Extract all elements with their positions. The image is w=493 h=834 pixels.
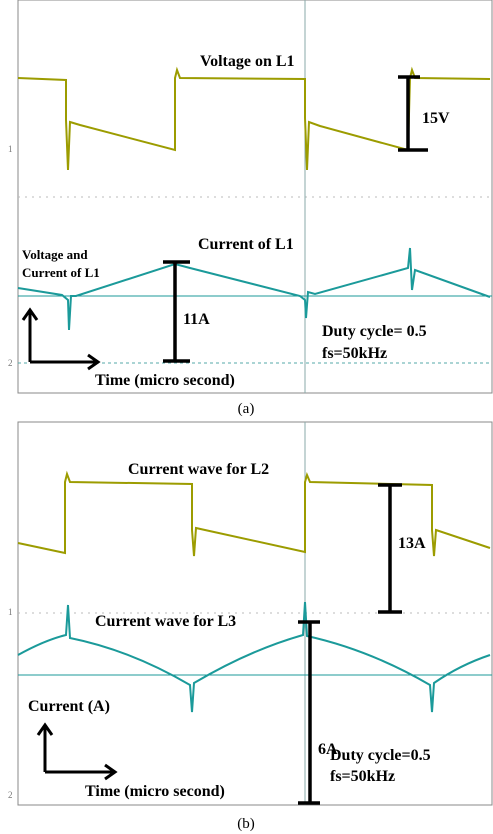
duty-label: Duty cycle=0.5 [330,747,431,764]
duty-label: Duty cycle= 0.5 [322,323,427,340]
title: Voltage on L1 [200,53,295,70]
measure-label: 13A [398,535,426,552]
channel-marker: 2 [8,358,13,368]
freq-label: fs=50kHz [322,345,387,362]
measure-label: 15V [422,110,450,127]
channel-marker: 1 [8,144,13,154]
axis-label: Current of L1 [22,265,100,280]
title: Current wave for L3 [95,613,236,630]
title: Current wave for L2 [128,461,269,478]
panel-a: Voltage on L1 15V Current of L1 Voltage … [8,0,492,417]
panel-b: Current wave for L2 13A Current wave for… [8,422,492,832]
channel-marker: 1 [8,607,13,617]
measure-label: 11A [183,311,210,328]
caption: (b) [237,816,255,832]
time-label: Time (micro second) [95,372,235,389]
channel-marker: 2 [8,790,13,800]
time-label: Time (micro second) [85,783,225,800]
axis-label: Current (A) [28,698,110,715]
axis-label: Voltage and [22,247,88,262]
caption: (a) [238,401,255,417]
title: Current of L1 [198,236,294,253]
freq-label: fs=50kHz [330,768,395,785]
figure: Voltage on L1 15V Current of L1 Voltage … [0,0,493,834]
